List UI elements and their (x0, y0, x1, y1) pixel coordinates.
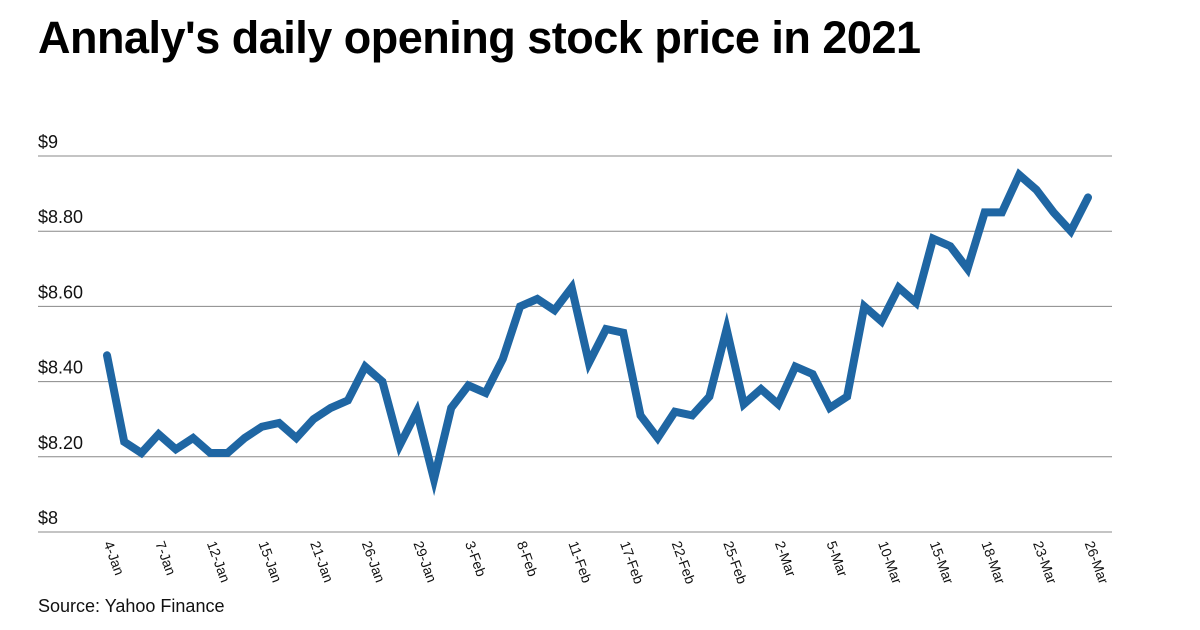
x-tick-label: 3-Feb (462, 539, 490, 579)
y-tick-label: $8.20 (38, 433, 83, 453)
data-point (791, 363, 799, 371)
data-point (981, 208, 989, 216)
x-tick-label: 23-Mar (1030, 539, 1060, 586)
data-point (809, 370, 817, 378)
data-point (619, 329, 627, 337)
x-tick-label: 5-Mar (824, 539, 852, 579)
x-tick-label: 22-Feb (669, 539, 699, 586)
data-point (482, 389, 490, 397)
chart-title: Annaly's daily opening stock price in 20… (38, 12, 921, 63)
x-tick-label: 26-Jan (359, 539, 389, 585)
x-tick-label: 17-Feb (617, 539, 647, 586)
y-tick-label: $8.40 (38, 358, 83, 378)
data-point (103, 351, 111, 359)
data-point (344, 396, 352, 404)
x-tick-label: 7-Jan (152, 539, 179, 577)
data-point (327, 404, 335, 412)
x-tick-label: 10-Mar (875, 539, 905, 586)
data-point (499, 355, 507, 363)
x-axis-ticks: 4-Jan 7-Jan 12-Jan 15-Jan 21-Jan 26-Jan 29-Jan… (101, 539, 1112, 586)
data-point (912, 299, 920, 307)
x-tick-label: 11-Feb (565, 539, 595, 585)
gridlines (38, 155, 1112, 533)
y-tick-label: $8.60 (38, 282, 83, 302)
data-point (705, 393, 713, 401)
data-point (137, 449, 145, 457)
y-axis-ticks: $9 $8.80 $8.60 $8.40 $8.20 $8 (38, 132, 83, 528)
x-tick-label: 12-Jan (204, 539, 234, 585)
data-point (1032, 186, 1040, 194)
data-point (654, 434, 662, 442)
x-tick-label: 15-Jan (256, 539, 286, 585)
data-point (292, 434, 300, 442)
data-point (172, 445, 180, 453)
x-tick-label: 21-Jan (307, 539, 337, 585)
data-point (447, 404, 455, 412)
data-point (430, 475, 438, 483)
x-tick-label: 2-Mar (772, 539, 800, 579)
x-tick-label: 18-Mar (978, 539, 1008, 586)
data-point (998, 208, 1006, 216)
x-tick-label: 26-Mar (1082, 539, 1112, 586)
data-point (258, 423, 266, 431)
data-point (1050, 208, 1058, 216)
data-point (688, 411, 696, 419)
source-note: Source: Yahoo Finance (38, 596, 225, 616)
data-point (1084, 193, 1092, 201)
y-tick-label: $8 (38, 508, 58, 528)
y-tick-label: $9 (38, 132, 58, 152)
x-tick-label: 25-Feb (720, 539, 750, 586)
data-point (241, 434, 249, 442)
data-point (396, 442, 404, 450)
x-tick-label: 29-Jan (410, 539, 440, 585)
data-point (275, 419, 283, 427)
data-point (826, 404, 834, 412)
x-tick-label: 8-Feb (514, 539, 542, 579)
data-point (361, 363, 369, 371)
data-point (964, 265, 972, 273)
data-point (877, 317, 885, 325)
data-point (206, 449, 214, 457)
series-line-opening-price (103, 168, 1092, 497)
data-point (774, 400, 782, 408)
data-point (568, 284, 576, 292)
data-point (740, 400, 748, 408)
data-point (929, 235, 937, 243)
data-point (413, 408, 421, 416)
data-point (120, 438, 128, 446)
data-point (585, 359, 593, 367)
data-point (1067, 227, 1075, 235)
data-point (860, 302, 868, 310)
data-point (550, 306, 558, 314)
data-point (637, 411, 645, 419)
data-point (223, 449, 231, 457)
data-point (533, 295, 541, 303)
data-point (464, 381, 472, 389)
data-point (946, 242, 954, 250)
data-point (310, 415, 318, 423)
data-point (757, 385, 765, 393)
data-point (671, 408, 679, 416)
y-tick-label: $8.80 (38, 207, 83, 227)
data-point (602, 325, 610, 333)
x-tick-label: 4-Jan (101, 539, 128, 577)
data-point (723, 325, 731, 333)
x-tick-label: 15-Mar (927, 539, 957, 586)
data-point (378, 378, 386, 386)
data-point (155, 430, 163, 438)
data-point (189, 434, 197, 442)
data-point (895, 284, 903, 292)
data-point (1015, 171, 1023, 179)
data-point (843, 393, 851, 401)
series-layer (103, 168, 1092, 497)
data-point (516, 302, 524, 310)
